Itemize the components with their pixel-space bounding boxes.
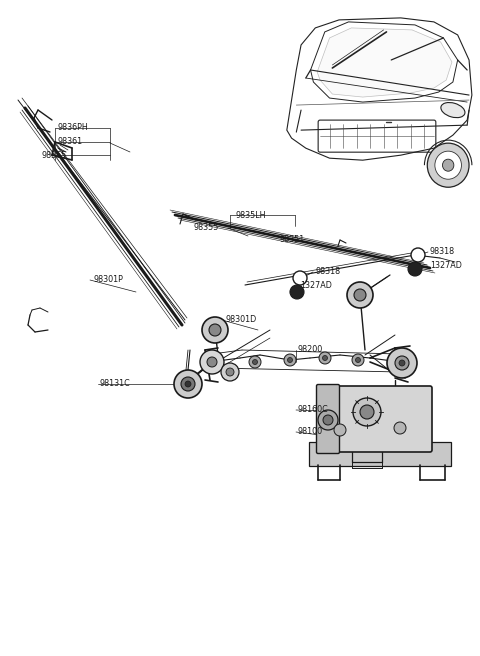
Circle shape bbox=[334, 424, 346, 436]
Text: 98361: 98361 bbox=[57, 138, 82, 146]
Text: 98318: 98318 bbox=[430, 247, 455, 256]
Circle shape bbox=[323, 356, 327, 361]
Circle shape bbox=[347, 282, 373, 308]
Circle shape bbox=[284, 354, 296, 366]
Text: 98318: 98318 bbox=[315, 268, 340, 276]
Circle shape bbox=[221, 363, 239, 381]
Circle shape bbox=[411, 248, 425, 262]
Circle shape bbox=[181, 377, 195, 391]
Ellipse shape bbox=[441, 102, 465, 117]
Circle shape bbox=[427, 143, 469, 187]
Text: 98160C: 98160C bbox=[298, 405, 329, 415]
Text: 98131C: 98131C bbox=[100, 380, 131, 388]
Circle shape bbox=[387, 348, 417, 378]
Circle shape bbox=[399, 360, 405, 366]
Circle shape bbox=[293, 271, 307, 285]
Circle shape bbox=[435, 151, 461, 179]
Circle shape bbox=[354, 289, 366, 301]
Circle shape bbox=[252, 359, 257, 365]
Text: 98200: 98200 bbox=[298, 346, 323, 354]
Circle shape bbox=[395, 356, 409, 370]
Text: 1327AD: 1327AD bbox=[300, 281, 332, 291]
Text: 98301P: 98301P bbox=[93, 276, 123, 285]
Text: 98100: 98100 bbox=[298, 428, 323, 436]
Circle shape bbox=[352, 354, 364, 366]
Circle shape bbox=[209, 324, 221, 336]
Circle shape bbox=[174, 370, 202, 398]
Circle shape bbox=[318, 410, 338, 430]
Circle shape bbox=[323, 415, 333, 425]
Circle shape bbox=[290, 285, 304, 299]
Circle shape bbox=[288, 358, 292, 363]
Circle shape bbox=[200, 350, 224, 374]
Text: 9835LH: 9835LH bbox=[235, 211, 265, 220]
Text: 1327AD: 1327AD bbox=[430, 262, 462, 270]
Circle shape bbox=[356, 358, 360, 363]
Circle shape bbox=[360, 405, 374, 419]
FancyBboxPatch shape bbox=[309, 442, 451, 466]
Circle shape bbox=[207, 357, 217, 367]
Circle shape bbox=[226, 368, 234, 376]
Text: 98355: 98355 bbox=[193, 224, 218, 232]
Text: 98351: 98351 bbox=[280, 236, 305, 245]
Circle shape bbox=[185, 381, 191, 387]
Circle shape bbox=[394, 422, 406, 434]
Circle shape bbox=[249, 356, 261, 368]
FancyBboxPatch shape bbox=[316, 384, 339, 453]
Circle shape bbox=[319, 352, 331, 364]
FancyBboxPatch shape bbox=[328, 386, 432, 452]
Polygon shape bbox=[317, 28, 452, 97]
Circle shape bbox=[202, 317, 228, 343]
Circle shape bbox=[353, 398, 381, 426]
Text: 98301D: 98301D bbox=[225, 316, 256, 325]
Text: 98365: 98365 bbox=[42, 150, 67, 159]
Text: 9836PH: 9836PH bbox=[57, 123, 88, 133]
Circle shape bbox=[408, 262, 422, 276]
Circle shape bbox=[443, 159, 454, 171]
